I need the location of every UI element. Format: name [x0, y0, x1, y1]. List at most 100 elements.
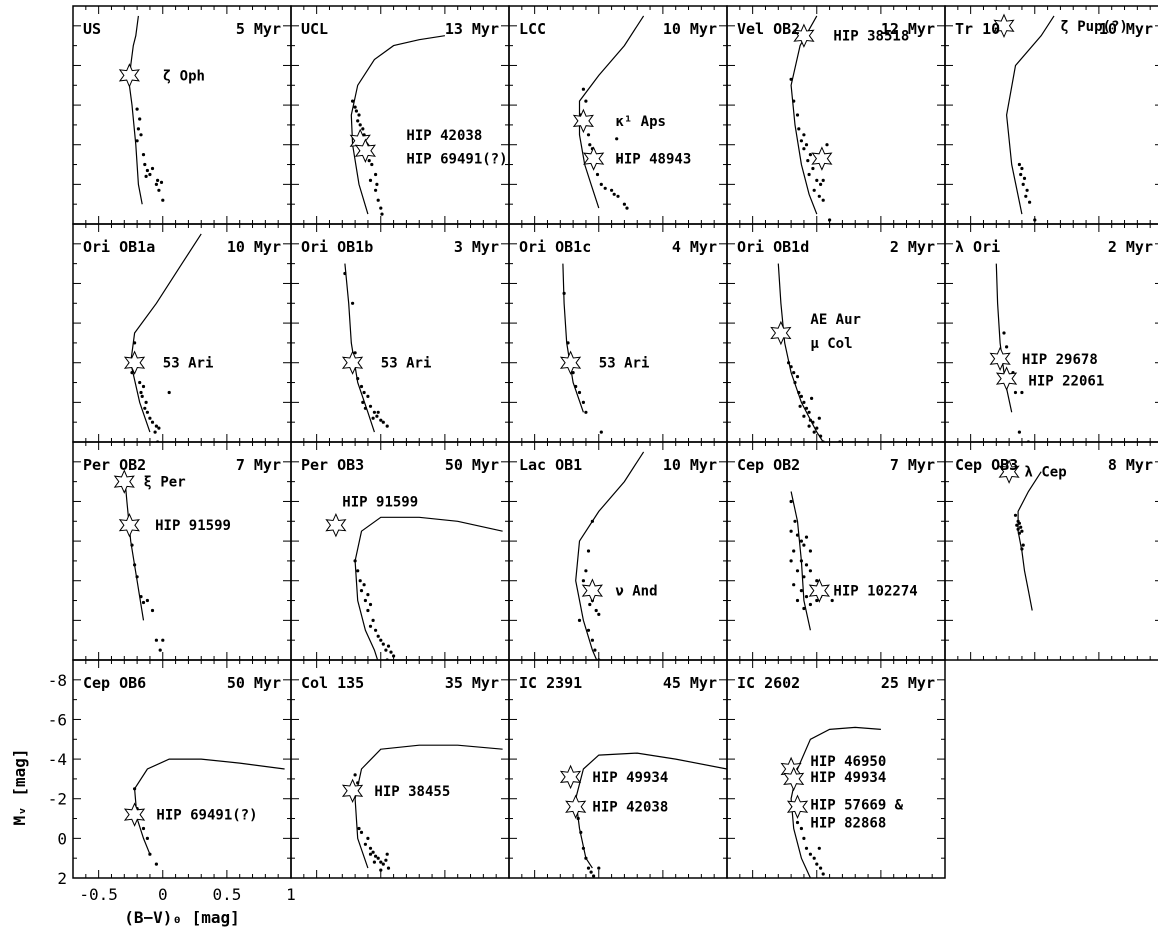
panel-8: AE Aur μ Col Ori OB1d 2 Myr — [726, 223, 946, 459]
x-tick-label: 1 — [286, 885, 296, 904]
panel-age: 7 Myr — [236, 456, 281, 474]
data-point — [792, 549, 796, 553]
panel-age: 10 Myr — [663, 456, 717, 474]
isochrone-line — [578, 15, 645, 209]
data-point — [372, 860, 376, 864]
panel-age: 2 Myr — [890, 238, 935, 256]
data-point — [584, 569, 588, 573]
data-point — [802, 133, 806, 137]
isochrone-line — [354, 516, 503, 660]
data-point — [825, 143, 829, 147]
data-point — [384, 648, 388, 652]
data-point — [828, 218, 832, 222]
data-point — [588, 602, 592, 607]
panel-2: κ¹ Aps HIP 48943 LCC 10 Myr — [508, 5, 728, 225]
star-annotation: ζ Oph — [163, 68, 205, 84]
data-point — [379, 860, 383, 864]
panel-14: λ Cep Cep OB3 8 Myr — [944, 441, 1158, 661]
data-point — [145, 836, 149, 841]
star-annotation: μ Col — [810, 336, 852, 352]
data-point — [821, 872, 825, 876]
data-point — [148, 172, 152, 177]
data-point — [789, 529, 793, 533]
panel-title: Ori OB1c — [519, 238, 591, 256]
data-point — [834, 456, 837, 459]
data-point — [141, 600, 146, 605]
data-point — [590, 638, 595, 642]
star-marker — [118, 63, 140, 88]
data-point — [356, 569, 360, 573]
isochrone-line — [123, 471, 145, 621]
data-point — [592, 874, 596, 878]
data-point — [793, 519, 797, 523]
data-point — [154, 424, 158, 428]
data-point — [819, 866, 823, 870]
star-annotation: HIP 57669 & — [810, 798, 903, 814]
data-point — [144, 174, 148, 178]
data-point — [392, 654, 396, 658]
data-point — [789, 77, 793, 81]
data-point — [359, 589, 364, 593]
data-point — [386, 644, 391, 648]
data-point — [356, 781, 360, 785]
data-point — [802, 836, 806, 841]
data-point — [1036, 226, 1039, 229]
data-point — [130, 371, 134, 375]
data-point — [160, 668, 163, 671]
data-point — [366, 836, 370, 841]
star-annotation: HIP 49934 — [592, 770, 668, 786]
panel-ticks — [509, 6, 727, 224]
data-point — [374, 628, 378, 632]
isochrone-line — [128, 15, 143, 205]
panel-frame — [72, 223, 292, 443]
data-point — [795, 569, 800, 573]
data-point — [815, 579, 819, 583]
data-point — [581, 400, 586, 404]
panel-title: Ori OB1d — [737, 238, 809, 256]
panel-frame — [290, 5, 510, 225]
data-point — [586, 628, 591, 632]
data-point — [811, 166, 815, 171]
data-point — [368, 852, 373, 856]
data-point — [799, 394, 804, 398]
data-point — [804, 406, 809, 410]
data-point — [374, 188, 378, 192]
y-axis-label: Mᵥ [mag] — [10, 748, 29, 825]
data-point — [798, 404, 802, 408]
star-marker — [783, 766, 805, 792]
star-annotation: HIP 69491(?) — [156, 808, 257, 824]
data-point — [371, 850, 375, 854]
star-annotation: ξ Per — [144, 475, 186, 491]
panel-15: HIP 69491(?) Cep OB6 50 Myr — [72, 659, 292, 879]
data-point — [1025, 188, 1029, 192]
panel-title: Ori OB1a — [83, 238, 155, 256]
data-point — [808, 569, 813, 573]
star-marker — [118, 512, 140, 538]
panel-plot-area — [789, 15, 833, 222]
panel-frame — [290, 223, 510, 443]
star-marker — [811, 146, 833, 171]
data-point — [808, 852, 813, 856]
data-point — [579, 830, 583, 835]
data-point — [145, 598, 149, 603]
data-point — [812, 188, 816, 192]
data-point — [1028, 200, 1032, 204]
panel-plot-area — [325, 512, 503, 660]
data-point — [802, 543, 806, 547]
data-point — [812, 856, 816, 860]
data-point — [1021, 543, 1025, 547]
panel-frame — [508, 223, 728, 443]
data-point — [153, 430, 157, 434]
data-point — [821, 198, 825, 202]
data-point — [367, 159, 371, 163]
data-point — [799, 559, 804, 563]
panel-age: 4 Myr — [672, 238, 717, 256]
panel-title: Cep OB3 — [955, 456, 1018, 474]
data-point — [375, 182, 379, 186]
data-point — [577, 390, 582, 395]
data-point — [357, 113, 361, 117]
data-point — [615, 137, 619, 141]
data-point — [379, 638, 383, 642]
data-point — [368, 178, 373, 182]
data-point — [577, 618, 582, 623]
